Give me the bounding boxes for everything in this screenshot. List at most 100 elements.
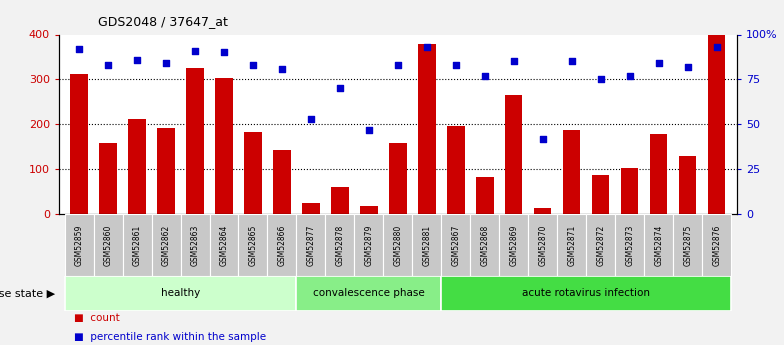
Bar bbox=[122, 214, 151, 276]
Point bbox=[478, 73, 491, 79]
Bar bbox=[331, 187, 349, 214]
Point bbox=[565, 59, 578, 64]
Bar bbox=[702, 214, 731, 276]
Text: GSM52880: GSM52880 bbox=[394, 224, 402, 266]
Text: GSM52859: GSM52859 bbox=[74, 224, 84, 266]
Point bbox=[276, 66, 289, 71]
Bar bbox=[274, 150, 291, 214]
Text: GSM52865: GSM52865 bbox=[249, 224, 257, 266]
Bar bbox=[650, 134, 667, 214]
Point bbox=[681, 64, 694, 70]
Bar bbox=[303, 203, 320, 214]
Text: GSM52862: GSM52862 bbox=[162, 224, 171, 266]
Bar bbox=[412, 214, 441, 276]
Bar bbox=[499, 214, 528, 276]
Bar bbox=[71, 73, 88, 214]
Point bbox=[710, 44, 723, 50]
Bar bbox=[325, 214, 354, 276]
Text: GSM52867: GSM52867 bbox=[452, 224, 460, 266]
Bar bbox=[354, 214, 383, 276]
Bar bbox=[64, 276, 296, 310]
Bar bbox=[245, 132, 262, 214]
Text: acute rotavirus infection: acute rotavirus infection bbox=[522, 288, 650, 298]
Point bbox=[189, 48, 201, 53]
Text: GSM52876: GSM52876 bbox=[712, 224, 721, 266]
Point bbox=[131, 57, 143, 62]
Text: GSM52868: GSM52868 bbox=[481, 224, 489, 266]
Bar bbox=[615, 214, 644, 276]
Text: GSM52877: GSM52877 bbox=[307, 224, 315, 266]
Bar bbox=[100, 144, 117, 214]
Bar bbox=[296, 276, 441, 310]
Text: GSM52864: GSM52864 bbox=[220, 224, 228, 266]
Bar bbox=[586, 214, 615, 276]
Bar bbox=[441, 276, 731, 310]
Point bbox=[507, 59, 520, 64]
Point bbox=[594, 77, 607, 82]
Bar bbox=[129, 119, 146, 214]
Text: GSM52870: GSM52870 bbox=[539, 224, 547, 266]
Bar bbox=[267, 214, 296, 276]
Bar bbox=[708, 35, 725, 214]
Bar bbox=[621, 168, 638, 214]
Point bbox=[391, 62, 405, 68]
Bar bbox=[180, 214, 209, 276]
Text: GSM52872: GSM52872 bbox=[597, 224, 605, 266]
Bar bbox=[64, 214, 93, 276]
Bar bbox=[296, 214, 325, 276]
Bar bbox=[158, 128, 175, 214]
Point bbox=[218, 50, 230, 55]
Point bbox=[449, 62, 462, 68]
Text: GSM52860: GSM52860 bbox=[103, 224, 113, 266]
Text: GSM52875: GSM52875 bbox=[683, 224, 692, 266]
Bar bbox=[447, 126, 465, 214]
Point bbox=[536, 136, 549, 141]
Bar bbox=[528, 214, 557, 276]
Text: ■  percentile rank within the sample: ■ percentile rank within the sample bbox=[74, 332, 267, 342]
Bar bbox=[93, 214, 122, 276]
Point bbox=[247, 62, 260, 68]
Bar bbox=[389, 143, 407, 214]
Bar bbox=[534, 208, 551, 214]
Text: GSM52871: GSM52871 bbox=[568, 224, 576, 266]
Point bbox=[102, 62, 114, 68]
Text: GSM52863: GSM52863 bbox=[191, 224, 199, 266]
Text: convalescence phase: convalescence phase bbox=[313, 288, 425, 298]
Bar bbox=[476, 177, 493, 214]
Bar bbox=[592, 175, 609, 214]
Point bbox=[160, 60, 172, 66]
Bar bbox=[644, 214, 673, 276]
Text: GDS2048 / 37647_at: GDS2048 / 37647_at bbox=[98, 14, 228, 28]
Text: GSM52861: GSM52861 bbox=[132, 224, 142, 266]
Bar bbox=[360, 206, 378, 214]
Bar bbox=[563, 130, 580, 214]
Bar bbox=[418, 45, 436, 214]
Point bbox=[363, 127, 376, 132]
Bar bbox=[383, 214, 412, 276]
Text: GSM52874: GSM52874 bbox=[654, 224, 663, 266]
Text: ■  count: ■ count bbox=[74, 313, 120, 323]
Bar bbox=[238, 214, 267, 276]
Point bbox=[623, 73, 636, 79]
Point bbox=[420, 44, 433, 50]
Text: GSM52879: GSM52879 bbox=[365, 224, 373, 266]
Bar bbox=[209, 214, 238, 276]
Point bbox=[305, 116, 318, 121]
Text: GSM52881: GSM52881 bbox=[423, 224, 431, 266]
Bar bbox=[441, 214, 470, 276]
Bar bbox=[151, 214, 180, 276]
Point bbox=[334, 86, 347, 91]
Bar bbox=[505, 96, 522, 214]
Bar bbox=[557, 214, 586, 276]
Text: GSM52878: GSM52878 bbox=[336, 224, 344, 266]
Text: disease state ▶: disease state ▶ bbox=[0, 288, 55, 298]
Text: healthy: healthy bbox=[161, 288, 200, 298]
Bar bbox=[216, 78, 233, 214]
Text: GSM52869: GSM52869 bbox=[510, 224, 518, 266]
Text: GSM52873: GSM52873 bbox=[625, 224, 634, 266]
Text: GSM52866: GSM52866 bbox=[278, 224, 286, 266]
Point bbox=[73, 46, 85, 52]
Bar bbox=[470, 214, 499, 276]
Bar bbox=[679, 157, 696, 214]
Point bbox=[652, 60, 665, 66]
